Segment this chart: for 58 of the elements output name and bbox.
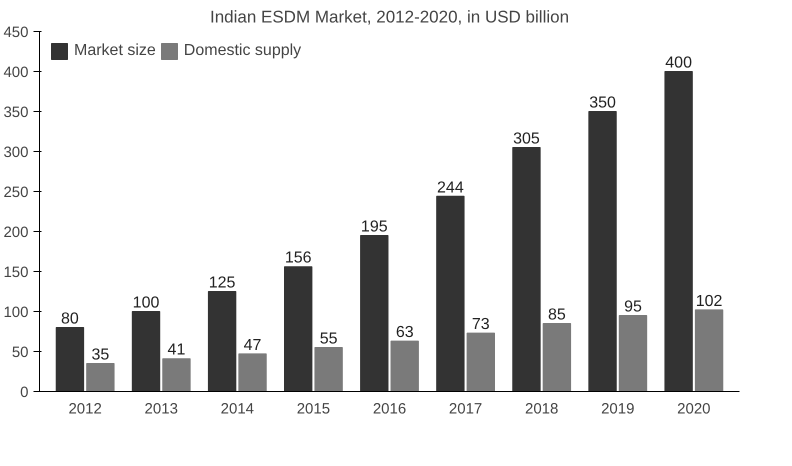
bar [588,111,617,392]
bar [208,291,236,392]
x-tick-label: 2020 [677,400,711,418]
x-tick-label: 2013 [144,400,178,418]
data-label: 80 [61,310,79,328]
x-tick-label: 2019 [601,400,634,418]
data-label: 195 [360,218,388,236]
y-tick-label: 300 [3,144,29,161]
x-tick-label: 2017 [448,400,482,418]
y-tick-label: 0 [20,384,28,401]
x-tick-label: 2018 [524,400,558,418]
bar [436,196,465,392]
y-tick-label: 150 [3,264,29,281]
y-tick-label: 200 [3,224,29,241]
y-tick-label: 50 [12,344,29,361]
x-tick-label: 2016 [372,400,406,418]
data-label: 244 [437,179,464,196]
data-label: 400 [665,54,692,72]
bar [694,309,724,392]
legend-label: Market size [74,42,156,60]
data-label: 41 [168,342,186,359]
bar [664,71,693,392]
bar [132,311,160,392]
bar [284,266,312,392]
x-tick-label: 2014 [220,400,254,418]
bar [56,327,84,392]
y-tick-label: 400 [3,64,29,81]
bar [86,363,115,392]
chart-title: Indian ESDM Market, 2012-2020, in USD billion [210,8,570,26]
data-label: 350 [589,94,616,112]
data-label: 63 [396,324,414,342]
y-tick-label: 450 [3,24,29,41]
data-label: 85 [548,306,566,324]
data-label: 47 [244,336,262,354]
data-label: 55 [320,330,338,348]
bar [162,358,191,392]
bar [466,332,495,392]
data-label: 125 [208,274,236,292]
bar [238,353,267,392]
data-label: 95 [624,298,642,316]
bar [618,315,648,392]
y-tick-label: 250 [3,184,29,201]
bar [314,347,343,392]
bar [360,235,388,392]
bar [390,340,419,392]
y-tick-label: 350 [3,104,29,121]
data-label: 35 [91,346,110,364]
bar [542,323,572,392]
data-label: 73 [472,316,490,334]
data-label: 156 [284,250,312,267]
data-label: 100 [132,294,160,312]
data-label: 102 [696,292,723,310]
x-tick-label: 2015 [296,400,330,418]
data-label: 305 [513,130,540,148]
x-tick-label: 2012 [68,400,102,418]
y-tick-label: 100 [3,304,29,321]
bar [512,147,541,392]
legend-label: Domestic supply [184,42,302,60]
